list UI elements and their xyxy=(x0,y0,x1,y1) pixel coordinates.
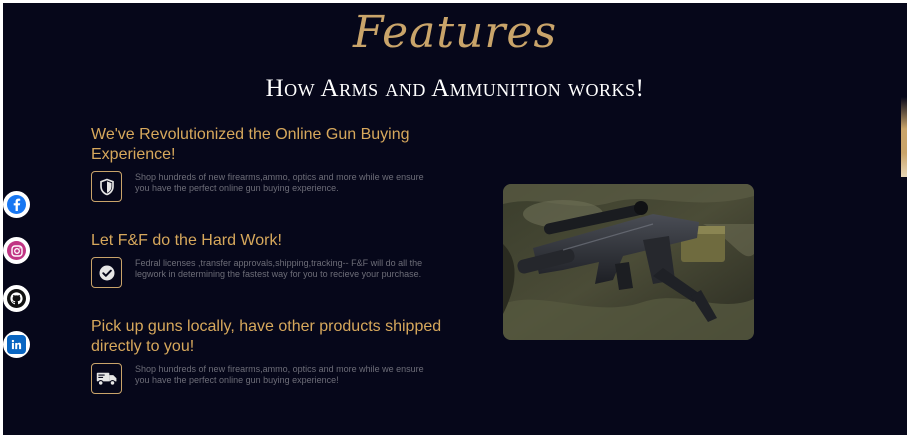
feature-description: Shop hundreds of new firearms,ammo, opti… xyxy=(135,172,424,193)
feature-title: We've Revolutionized the Online Gun Buyi… xyxy=(91,126,410,163)
feature-description: Shop hundreds of new firearms,ammo, opti… xyxy=(135,364,424,385)
shield-icon xyxy=(91,171,122,202)
instagram-icon xyxy=(7,241,26,260)
instagram-link[interactable] xyxy=(3,237,30,264)
rifle-photo xyxy=(503,184,754,340)
github-icon xyxy=(7,289,26,308)
linkedin-icon xyxy=(7,335,26,354)
shipping-truck-icon xyxy=(91,363,122,394)
section-script-title: Features xyxy=(352,7,558,58)
github-link[interactable] xyxy=(3,285,30,312)
section-subtitle: How Arms and Ammunition works! xyxy=(265,75,645,102)
facebook-link[interactable] xyxy=(3,191,30,218)
feature-description: Fedral licenses ,transfer approvals,ship… xyxy=(135,258,423,279)
feature-title: Let F&F do the Hard Work! xyxy=(91,232,282,249)
feature-item: Pick up guns locally, have other product… xyxy=(91,317,461,394)
feature-item: Let F&F do the Hard Work! Fedral license… xyxy=(91,231,461,288)
features-section: Features How Arms and Ammunition works! … xyxy=(3,3,907,435)
scroll-accent-bar xyxy=(901,97,907,177)
facebook-icon xyxy=(7,195,26,214)
linkedin-link[interactable] xyxy=(3,331,30,358)
feature-item: We've Revolutionized the Online Gun Buyi… xyxy=(91,125,461,202)
feature-title: Pick up guns locally, have other product… xyxy=(91,318,442,355)
check-circle-icon xyxy=(91,257,122,288)
